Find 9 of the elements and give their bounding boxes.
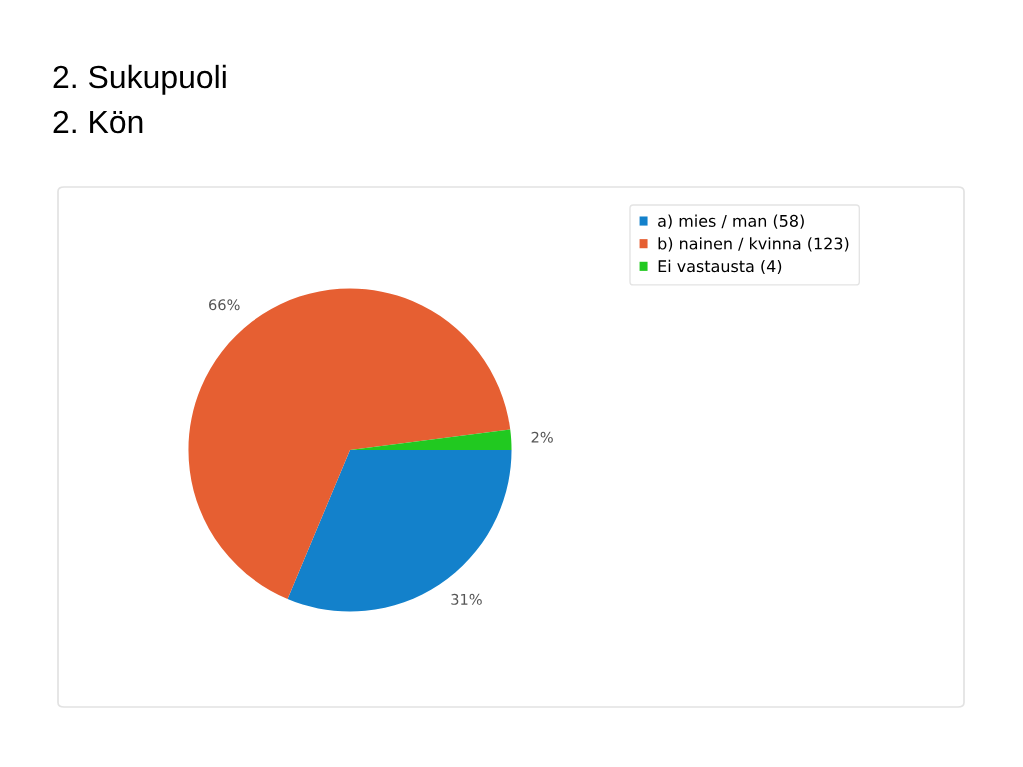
chart-title: 2. Sukupuoli	[53, 64, 226, 95]
legend-label: Ei vastausta (4)	[658, 259, 782, 275]
legend-label: a) mies / man (58)	[658, 214, 804, 229]
data-label: 2%	[531, 431, 553, 443]
data-label: 31%	[451, 593, 482, 605]
chart-subtitle: 2. Kön	[53, 110, 143, 134]
legend-label: b) nainen / kvinna (123)	[658, 237, 849, 252]
pie-slice	[287, 450, 512, 612]
data-label: 66%	[209, 299, 240, 311]
